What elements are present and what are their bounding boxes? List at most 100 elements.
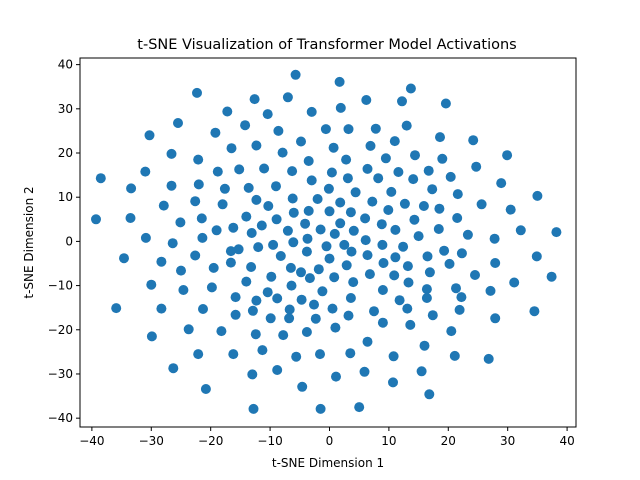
data-point	[359, 366, 370, 377]
data-point	[327, 303, 338, 314]
data-point	[452, 213, 463, 223]
x-axis-ticks: −40 −30 −20 −10 0 10 20 30 40	[79, 427, 575, 448]
data-point	[354, 402, 365, 413]
data-point	[413, 231, 424, 242]
data-point	[377, 317, 388, 328]
y-tick-label: −30	[48, 367, 73, 381]
data-point	[409, 214, 420, 225]
data-point	[246, 228, 257, 238]
data-point	[334, 76, 345, 87]
data-point	[272, 293, 283, 304]
data-point	[386, 186, 397, 197]
data-point	[462, 229, 473, 240]
data-point	[193, 179, 204, 190]
data-point	[284, 304, 295, 315]
data-point	[424, 389, 435, 400]
data-point	[228, 222, 239, 233]
data-point	[367, 196, 378, 207]
data-point	[416, 366, 427, 377]
data-point	[444, 258, 455, 269]
data-point	[193, 349, 204, 360]
data-point	[296, 136, 306, 147]
data-point	[266, 271, 277, 282]
data-point	[531, 251, 542, 262]
data-point	[208, 262, 219, 273]
data-point	[287, 166, 298, 177]
data-point	[268, 239, 279, 250]
data-point	[211, 225, 222, 236]
data-point	[273, 125, 284, 136]
data-point	[456, 248, 467, 259]
data-point	[445, 171, 456, 182]
data-point	[439, 245, 450, 256]
x-tick-label: −20	[198, 434, 223, 448]
data-point	[282, 225, 293, 236]
data-point	[95, 173, 106, 184]
data-point	[296, 294, 307, 305]
plot-frame	[79, 57, 577, 428]
data-point	[277, 147, 288, 158]
data-point	[335, 197, 346, 208]
data-point	[454, 304, 465, 315]
data-point	[250, 329, 261, 340]
data-point	[217, 199, 228, 210]
y-tick-label: 10	[58, 190, 73, 204]
data-point	[373, 173, 384, 184]
data-point	[360, 235, 371, 246]
data-point	[343, 310, 354, 321]
data-point	[433, 224, 444, 234]
chart-title: t-SNE Visualization of Transformer Model…	[137, 37, 516, 53]
data-point	[91, 214, 101, 225]
data-point	[418, 201, 429, 211]
y-axis-ticks: −40 −30 −20 −10 0 10 20 30 40	[48, 58, 80, 425]
data-point	[362, 250, 373, 261]
data-point	[468, 135, 479, 146]
data-point	[331, 371, 341, 382]
data-point	[251, 194, 262, 205]
data-point	[324, 206, 335, 217]
data-point	[303, 205, 314, 216]
data-point	[315, 224, 326, 235]
data-point	[312, 194, 323, 204]
data-point	[313, 264, 324, 275]
data-point	[225, 246, 236, 257]
y-tick-label: 0	[65, 234, 73, 248]
data-point	[306, 106, 317, 117]
y-tick-label: 40	[58, 58, 73, 72]
data-point	[362, 336, 373, 347]
data-point	[424, 267, 435, 278]
data-point	[378, 258, 389, 268]
data-point	[278, 330, 289, 341]
data-point	[398, 241, 409, 252]
data-point	[339, 239, 350, 250]
data-point	[262, 109, 273, 120]
data-point	[193, 154, 204, 165]
data-point	[390, 224, 401, 235]
data-point	[361, 95, 372, 105]
data-point	[315, 349, 325, 360]
data-point	[304, 273, 315, 284]
data-point	[345, 348, 356, 359]
data-point	[421, 284, 432, 295]
data-point	[376, 219, 387, 230]
data-point	[233, 244, 244, 255]
data-point	[249, 94, 260, 105]
data-point	[317, 286, 328, 297]
data-point	[197, 232, 208, 243]
data-point	[196, 213, 207, 224]
data-point	[247, 305, 258, 316]
data-point	[402, 303, 413, 314]
data-point	[551, 227, 562, 238]
x-tick-label: −40	[79, 434, 104, 448]
data-point	[393, 167, 404, 177]
data-point	[253, 242, 264, 253]
data-point	[394, 295, 405, 306]
data-point	[265, 313, 276, 324]
data-point	[190, 196, 201, 207]
data-point	[470, 270, 480, 280]
data-point	[343, 124, 354, 135]
data-point	[380, 153, 391, 164]
data-point	[328, 142, 339, 153]
x-tick-label: −10	[257, 434, 282, 448]
